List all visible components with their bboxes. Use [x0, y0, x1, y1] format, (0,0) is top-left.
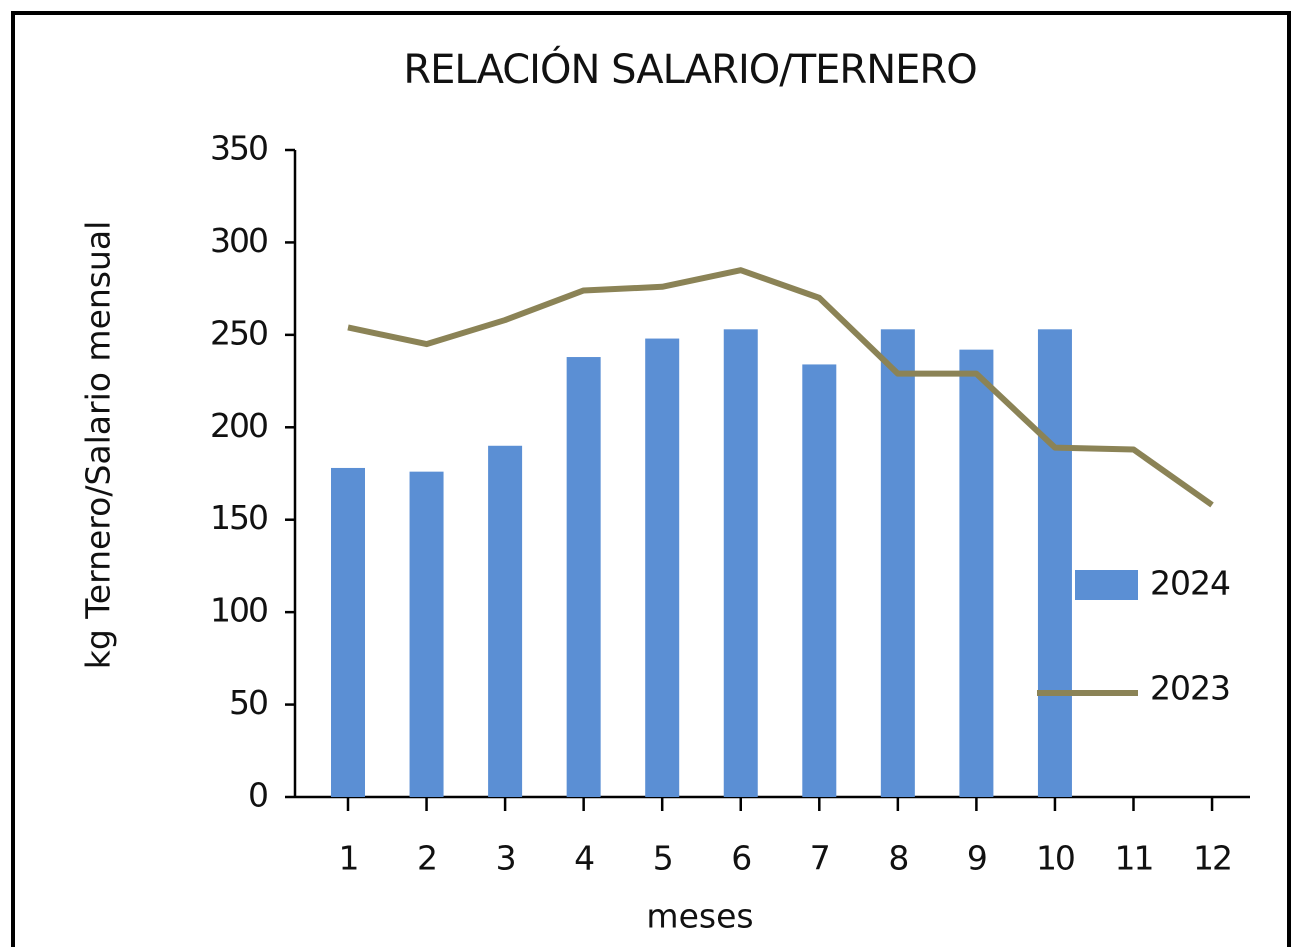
- bar: [959, 349, 994, 797]
- chart-title: RELACIÓN SALARIO/TERNERO: [403, 45, 976, 93]
- x-tick-label: 5: [653, 839, 672, 878]
- bar: [802, 364, 837, 797]
- bar: [331, 467, 365, 797]
- line: [347, 267, 1214, 508]
- x-axis-label: meses: [646, 897, 753, 936]
- x-tick-label: 9: [967, 839, 986, 878]
- y-tick-label: 350: [210, 129, 267, 168]
- x-tick-label: 7: [810, 839, 829, 878]
- y-tick-label: 200: [210, 406, 267, 445]
- y-tick-label: 150: [210, 498, 267, 537]
- bar: [723, 329, 758, 797]
- bar: [409, 471, 444, 797]
- y-tick-label: 0: [248, 776, 267, 815]
- bar: [566, 357, 601, 797]
- legend-swatch: [1075, 570, 1138, 600]
- y-axis-label: kg Ternero/Salario mensual: [79, 221, 118, 670]
- x-tick-label: 2: [417, 839, 436, 878]
- y-tick-label: 100: [210, 591, 267, 630]
- bar: [645, 338, 680, 797]
- x-tick-label: 1: [339, 839, 358, 878]
- y-tick-label: 300: [210, 221, 267, 260]
- y-tick-label: 50: [229, 683, 267, 722]
- x-tick-label: 4: [574, 839, 594, 878]
- bar: [880, 329, 915, 797]
- legend-label: 2023: [1150, 669, 1230, 708]
- bar: [1037, 329, 1072, 797]
- x-tick-label: 6: [731, 839, 750, 878]
- x-tick-label: 8: [888, 839, 907, 878]
- legend-label: 2024: [1150, 564, 1230, 603]
- y-tick-label: 250: [210, 313, 267, 352]
- x-tick-label: 11: [1115, 839, 1153, 878]
- x-tick-label: 3: [496, 839, 515, 878]
- x-tick-label: 12: [1193, 839, 1231, 878]
- bar: [488, 445, 523, 797]
- x-tick-label: 10: [1036, 839, 1074, 878]
